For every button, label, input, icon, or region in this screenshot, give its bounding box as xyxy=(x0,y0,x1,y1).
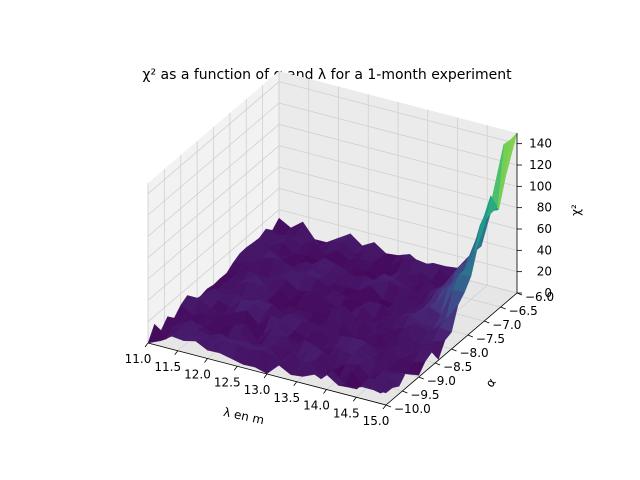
y-tick-label: −8.5 xyxy=(443,360,472,374)
y-tick-mark xyxy=(500,306,506,310)
y-tick-label: −9.0 xyxy=(427,374,456,388)
x-tick-label: 15.0 xyxy=(363,414,390,428)
x-tick-mark xyxy=(352,397,357,402)
x-axis-label: λ en m xyxy=(222,405,265,427)
x-tick-mark xyxy=(382,404,387,410)
x-tick-mark xyxy=(263,373,268,379)
y-tick-label: −9.5 xyxy=(410,388,439,402)
z-tick-label: 60 xyxy=(537,222,552,236)
x-tick-mark xyxy=(323,389,327,394)
x-tick-label: 11.5 xyxy=(154,360,181,374)
y-tick-mark xyxy=(418,376,424,380)
z-tick-label: 100 xyxy=(529,179,552,193)
x-tick-mark xyxy=(233,366,238,371)
y-tick-label: −10.0 xyxy=(394,402,431,416)
grid-line-z xyxy=(147,102,280,216)
z-tick-label: 0 xyxy=(544,286,552,300)
x-tick-label: 12.5 xyxy=(214,375,241,389)
grid-line-z xyxy=(147,209,280,322)
grid-line-z xyxy=(278,209,518,273)
y-tick-label: −8.0 xyxy=(460,346,489,360)
z-axis-label: χ² xyxy=(569,204,583,216)
z-tick-label: 20 xyxy=(537,265,552,279)
chi2-surface xyxy=(147,132,518,394)
y-axis-label: α xyxy=(483,375,499,390)
y-tick-mark xyxy=(451,348,457,352)
grid-line-z xyxy=(147,81,280,194)
grid-line-z xyxy=(147,145,280,258)
grid-line-z xyxy=(278,145,518,209)
grid-line-z xyxy=(278,102,518,166)
x-tick-mark xyxy=(144,342,149,348)
x-tick-label: 11.0 xyxy=(125,352,152,366)
grid-line-z xyxy=(147,166,280,280)
y-tick-label: −7.5 xyxy=(476,332,505,346)
x-tick-mark xyxy=(293,381,298,386)
grid-line-z xyxy=(278,123,518,187)
chart-title: χ² as a function of α and λ for a 1-mont… xyxy=(142,67,512,83)
y-tick-label: −6.5 xyxy=(509,304,538,318)
z-tick-label: 140 xyxy=(529,137,552,151)
y-tick-mark xyxy=(402,390,408,394)
x-tick-mark xyxy=(174,350,179,355)
z-tick-label: 40 xyxy=(537,243,552,257)
x-tick-mark xyxy=(204,358,208,363)
y-tick-mark xyxy=(484,320,490,324)
y-tick-mark xyxy=(434,362,441,366)
grid-line-z xyxy=(147,188,280,301)
surface-patch xyxy=(374,387,393,394)
y-tick-label: −6.0 xyxy=(525,290,554,304)
grid-line-z xyxy=(278,166,518,230)
grid-line-z xyxy=(278,81,518,145)
x-tick-label: 14.5 xyxy=(333,406,360,420)
x-tick-label: 13.5 xyxy=(273,391,300,405)
x-tick-label: 12.0 xyxy=(184,368,211,382)
z-tick-label: 120 xyxy=(529,158,552,172)
axis-ticks: 11.011.512.012.513.013.514.014.515.0 −10.… xyxy=(125,137,555,428)
x-tick-label: 14.0 xyxy=(303,399,330,413)
x-tick-label: 13.0 xyxy=(244,383,271,397)
y-tick-mark xyxy=(467,334,474,338)
y-tick-label: −7.0 xyxy=(492,318,521,332)
z-tick-label: 80 xyxy=(537,201,552,215)
y-tick-mark xyxy=(385,404,392,408)
grid-line-z xyxy=(147,124,280,237)
